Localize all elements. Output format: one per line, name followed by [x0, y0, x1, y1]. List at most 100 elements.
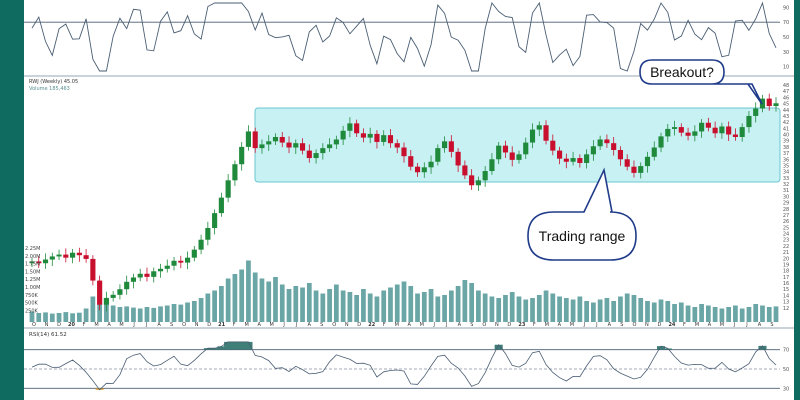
- x-tick-label: A: [758, 322, 762, 328]
- candle-body: [191, 249, 197, 258]
- x-tick-label: A: [157, 322, 161, 328]
- candle-body: [124, 281, 130, 290]
- candle-body: [29, 261, 35, 264]
- x-tick-label: A: [708, 322, 712, 328]
- candle-body: [631, 166, 637, 173]
- volume-bar: [638, 298, 644, 322]
- volume-bar: [83, 308, 89, 322]
- volume-bar: [246, 260, 251, 322]
- volume-bar: [496, 298, 502, 322]
- candle-body: [543, 125, 549, 141]
- candle-body: [387, 135, 394, 144]
- price-tick-label: 42: [783, 120, 789, 126]
- candle-body: [49, 256, 55, 260]
- candle-body: [259, 144, 265, 149]
- volume-bar: [563, 298, 569, 322]
- volume-bar: [252, 272, 258, 322]
- candle-body: [367, 133, 373, 138]
- candle-body: [97, 280, 103, 305]
- volume-tick-label: 500K: [25, 301, 39, 307]
- price-tick-label: 38: [783, 145, 789, 151]
- volume-bar: [293, 286, 299, 322]
- price-tick-label: 43: [783, 114, 789, 120]
- candle-body: [354, 123, 360, 134]
- volume-bar: [719, 308, 725, 322]
- volume-tick-label: 1.50M: [25, 269, 40, 275]
- price-tick-label: 45: [783, 102, 789, 108]
- volume-bar: [624, 293, 630, 322]
- candle-body: [712, 127, 718, 134]
- volume-bar: [144, 307, 150, 322]
- volume-bar: [557, 296, 562, 322]
- price-tick-label: 24: [783, 232, 789, 238]
- candle-body: [327, 144, 333, 149]
- volume-bar: [70, 313, 75, 322]
- candle-body: [529, 129, 536, 143]
- volume-bar: [191, 301, 197, 322]
- candle-body: [272, 136, 279, 142]
- candle-body: [509, 152, 515, 160]
- candle-body: [678, 127, 684, 133]
- candle-body: [299, 143, 306, 151]
- x-tick-label: F: [383, 322, 386, 328]
- volume-bar: [320, 293, 326, 322]
- price-tick-label: 13: [783, 300, 789, 306]
- candle-body: [239, 146, 245, 165]
- volume-bar: [753, 304, 759, 322]
- price-tick-label: 47: [783, 89, 789, 95]
- volume-bar: [631, 295, 637, 322]
- x-tick-label: D: [207, 322, 211, 328]
- x-tick-label: O: [482, 322, 486, 328]
- volume-tick-label: 1.25M: [25, 277, 40, 283]
- x-tick-label: A: [558, 322, 562, 328]
- volume-bar: [692, 307, 698, 322]
- top-tick-label: 90: [783, 5, 789, 11]
- x-tick-label: M: [395, 322, 399, 328]
- candlesticks: [29, 93, 779, 312]
- volume-bar: [415, 293, 420, 322]
- candle-body: [401, 147, 407, 157]
- candle-body: [638, 166, 644, 173]
- breakout-callout-bubble: [639, 59, 763, 105]
- candle-body: [144, 273, 150, 277]
- volume-bar: [503, 295, 508, 322]
- candle-body: [644, 156, 651, 167]
- volume-bar: [76, 312, 82, 322]
- volume-bar: [117, 307, 123, 322]
- volume-bar: [705, 305, 711, 322]
- candle-body: [333, 139, 339, 145]
- volume-bar: [516, 296, 522, 322]
- volume-bar: [381, 290, 387, 322]
- volume-bar: [584, 301, 589, 322]
- rsi-legend: RSI(14) 61.52: [29, 332, 67, 338]
- volume-legend: Volume 185,463: [29, 86, 70, 92]
- volume-bar: [733, 305, 738, 322]
- volume-bar: [300, 287, 305, 322]
- candle-body: [462, 165, 468, 176]
- volume-bar: [43, 312, 48, 322]
- x-tick-label: N: [195, 322, 199, 328]
- volume-bar: [401, 281, 407, 322]
- volume-bar: [212, 290, 217, 322]
- x-tick-label: S: [170, 322, 173, 328]
- price-tick-label: 44: [783, 108, 789, 114]
- x-tick-label: J: [295, 322, 297, 328]
- x-tick-label: 21: [218, 322, 225, 328]
- x-tick-label: M: [244, 322, 248, 328]
- top-oscillator-line: [31, 1, 777, 72]
- price-tick-label: 14: [783, 293, 789, 299]
- x-tick-label: M: [269, 322, 273, 328]
- candle-body: [732, 134, 738, 137]
- candle-body: [218, 197, 224, 214]
- candle-body: [469, 175, 475, 186]
- price-tick-label: 18: [783, 269, 789, 275]
- price-tick-label: 37: [783, 151, 789, 157]
- candle-body: [699, 122, 705, 132]
- candle-body: [266, 141, 272, 145]
- candle-body: [556, 150, 563, 159]
- x-tick-label: S: [620, 322, 623, 328]
- candle-body: [151, 271, 157, 277]
- volume-bar: [367, 293, 373, 322]
